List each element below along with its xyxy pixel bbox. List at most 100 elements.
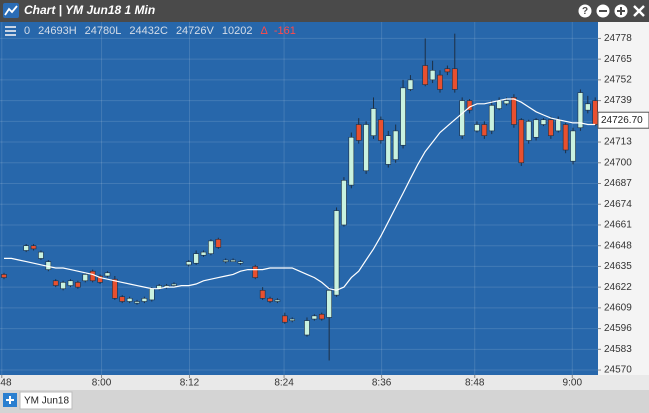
info-value: 24432C — [129, 25, 168, 37]
candle-body — [385, 135, 392, 165]
candle-body — [429, 70, 436, 81]
candle-body — [104, 272, 111, 277]
menu-icon[interactable] — [5, 26, 16, 36]
candle-body — [540, 119, 547, 125]
candle-body — [75, 282, 81, 288]
candle-body — [67, 280, 74, 286]
candle-body — [89, 270, 96, 282]
price-axis — [598, 22, 649, 375]
last-price-box — [597, 111, 649, 129]
candle-body — [474, 124, 480, 132]
candle-body — [562, 124, 569, 151]
y-tick-label: 24739 — [604, 95, 632, 106]
candle-body — [503, 100, 510, 105]
y-tick-label: 24765 — [604, 54, 632, 65]
svg-text:?: ? — [582, 6, 588, 17]
candle-body — [355, 124, 362, 141]
candle-body — [82, 274, 89, 282]
candle-body — [548, 119, 554, 136]
candle-body — [407, 79, 414, 90]
x-tick-label: 7:48 — [0, 378, 12, 389]
candle-body — [97, 275, 103, 283]
candle-body — [459, 100, 465, 136]
candle-body — [525, 121, 532, 141]
tab-bar — [0, 390, 649, 413]
candle-body — [555, 119, 562, 132]
y-tick-label: 24583 — [604, 344, 632, 355]
candle-body — [230, 259, 236, 262]
candle-body — [370, 108, 377, 136]
candle-body — [363, 124, 369, 172]
candle-body — [259, 290, 266, 299]
chart-icon — [3, 3, 19, 18]
candle-body — [200, 251, 207, 256]
window-title: Chart | YM Jun18 1 Min — [24, 3, 155, 17]
candle-body — [378, 119, 384, 141]
change-symbol: Δ — [260, 25, 268, 37]
y-tick-label: 24713 — [604, 137, 632, 148]
symbol-tab[interactable] — [19, 391, 73, 410]
x-tick-label: 8:36 — [372, 378, 392, 389]
tab-label: YM Jun18 — [24, 396, 69, 407]
info-value: 0 — [24, 25, 30, 37]
title-bar — [0, 0, 649, 22]
info-value: 24780L — [85, 25, 122, 37]
candle-body — [193, 253, 199, 264]
candle-body — [267, 298, 273, 302]
info-value: 10202 — [222, 25, 253, 37]
candle-body — [451, 68, 458, 90]
candle-body — [318, 313, 325, 320]
y-tick-label: 24622 — [604, 282, 632, 293]
candle-body — [282, 315, 288, 323]
candle-body — [38, 251, 44, 259]
candle-body — [274, 299, 281, 302]
help-button[interactable]: ? — [578, 4, 592, 18]
add-tab-button[interactable] — [3, 393, 17, 407]
candle-body — [341, 180, 347, 226]
candle-body — [141, 298, 148, 302]
candle-body — [577, 92, 584, 129]
candle-body — [592, 100, 598, 125]
last-price-label: 24726.70 — [601, 115, 643, 126]
candle-body — [326, 290, 332, 318]
candle-body — [119, 296, 126, 302]
y-tick-label: 24674 — [604, 199, 632, 210]
candle-body — [60, 282, 66, 290]
x-tick-label: 9:00 — [563, 378, 583, 389]
candle-body — [215, 239, 222, 248]
change-value: -161 — [274, 25, 296, 37]
candle-body — [237, 261, 244, 264]
candle-body — [511, 97, 517, 125]
candle-body — [252, 266, 259, 278]
candle-body — [533, 119, 539, 138]
close-button[interactable] — [633, 5, 645, 17]
y-tick-label: 24778 — [604, 33, 632, 44]
y-tick-label: 24700 — [604, 157, 632, 168]
y-tick-label: 24570 — [604, 365, 632, 376]
x-tick-label: 8:12 — [180, 378, 200, 389]
y-tick-label: 24596 — [604, 323, 632, 334]
candle-body — [222, 259, 229, 262]
time-axis — [0, 375, 649, 390]
candle-body — [185, 261, 192, 266]
candle-body — [304, 320, 310, 336]
candle-body — [126, 298, 133, 302]
zoom-out-button[interactable] — [596, 4, 610, 18]
candle-body — [444, 68, 451, 73]
zoom-in-button[interactable] — [614, 4, 628, 18]
x-tick-label: 8:48 — [465, 378, 485, 389]
plot-area — [0, 22, 598, 375]
candle-body — [437, 74, 443, 90]
candle-body — [30, 245, 37, 250]
info-value: 24726V — [176, 25, 215, 37]
candle-body — [23, 245, 29, 251]
y-tick-label: 24648 — [604, 240, 632, 251]
candle-body — [134, 301, 140, 304]
candle-body — [496, 100, 502, 109]
candle-body — [481, 124, 488, 136]
y-tick-label: 24635 — [604, 261, 632, 272]
candle-body — [422, 65, 429, 85]
y-tick-label: 24661 — [604, 220, 632, 231]
